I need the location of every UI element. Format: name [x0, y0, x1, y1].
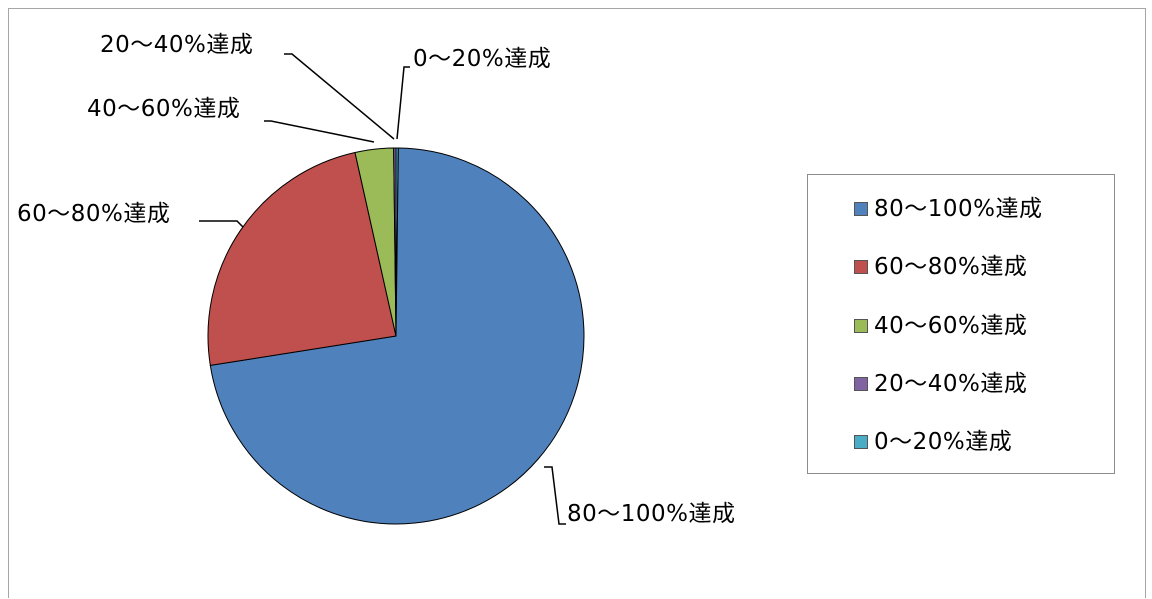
legend-label: 60〜80%達成: [874, 253, 1028, 280]
legend-swatch: [854, 319, 868, 333]
pie-slice-1: [209, 147, 585, 525]
legend: 80〜100%達成 60〜80%達成 40〜60%達成 20〜40%達成 0〜2…: [807, 174, 1115, 474]
callout-label-0-20: 0〜20%達成: [413, 46, 552, 72]
legend-swatch: [854, 202, 868, 216]
legend-label: 40〜60%達成: [874, 312, 1028, 339]
legend-label: 80〜100%達成: [874, 195, 1043, 222]
pie-slices: [207, 147, 585, 525]
leader-lines: [199, 53, 566, 525]
legend-swatch: [854, 260, 868, 274]
pie-chart: [199, 53, 585, 525]
pie-slice-4: [393, 147, 397, 337]
callout-label-20-40: 20〜40%達成: [100, 32, 254, 58]
legend-item-40-60: 40〜60%達成: [854, 312, 1027, 340]
pie-slice-2: [207, 152, 397, 366]
callout-label-60-80: 60〜80%達成: [17, 201, 171, 227]
legend-label: 20〜40%達成: [874, 370, 1028, 397]
leader-line-20-40: [284, 53, 395, 140]
legend-swatch: [854, 377, 868, 391]
legend-item-20-40: 20〜40%達成: [854, 370, 1027, 398]
legend-item-60-80: 60〜80%達成: [854, 253, 1027, 281]
legend-item-0-20: 0〜20%達成: [854, 428, 1012, 456]
legend-label: 0〜20%達成: [874, 428, 1013, 455]
leader-line-60-80: [199, 220, 244, 228]
callout-label-80-100: 80〜100%達成: [567, 501, 736, 527]
leader-line-0-20: [396, 66, 410, 140]
chart-frame: 80〜100%達成 60〜80%達成 40〜60%達成 20〜40%達成 0〜2…: [8, 8, 1146, 598]
callout-label-40-60: 40〜60%達成: [87, 96, 241, 122]
legend-item-80-100: 80〜100%達成: [854, 195, 1043, 223]
leader-line-40-60: [264, 120, 375, 143]
leader-line-80-100: [544, 466, 566, 525]
legend-swatch: [854, 435, 868, 449]
